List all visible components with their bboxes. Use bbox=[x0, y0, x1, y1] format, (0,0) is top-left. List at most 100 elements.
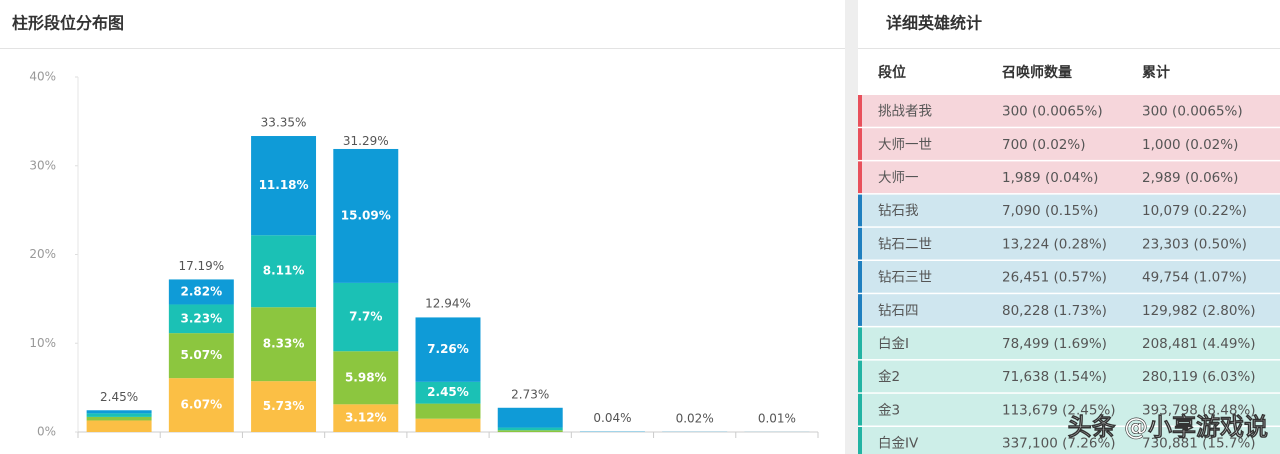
row-accent bbox=[858, 194, 862, 227]
segment-label: 7.7% bbox=[349, 310, 382, 324]
total-label: 12.94% bbox=[425, 297, 471, 311]
bar-segment bbox=[251, 235, 317, 308]
row-bg bbox=[858, 294, 1280, 326]
bar-segment bbox=[86, 416, 152, 421]
cell: 280,119 (6.03%) bbox=[1142, 369, 1256, 385]
bar-segment bbox=[251, 307, 317, 382]
row-accent bbox=[858, 261, 862, 293]
header-cell: 累计 bbox=[1142, 64, 1170, 81]
bar-segment bbox=[333, 404, 399, 432]
panel-title: 柱形段位分布图 bbox=[12, 14, 124, 33]
row-accent bbox=[858, 294, 862, 326]
y-tick-label: 10% bbox=[29, 336, 56, 350]
cell: 钻石三世 bbox=[878, 270, 932, 286]
cell: 钻石四 bbox=[878, 303, 919, 319]
bar-segment bbox=[251, 381, 317, 432]
bar-segment bbox=[86, 413, 152, 417]
segment-label: 6.07% bbox=[181, 398, 223, 412]
segment-label: 5.07% bbox=[181, 348, 223, 362]
total-label: 31.29% bbox=[343, 134, 389, 148]
row-bg bbox=[858, 327, 1280, 360]
cell: 393,798 (8.48%) bbox=[1142, 402, 1256, 418]
cell: 7,090 (0.15%) bbox=[1002, 203, 1098, 219]
cell: 78,499 (1.69%) bbox=[1002, 336, 1107, 352]
cell: 10,079 (0.22%) bbox=[1142, 203, 1247, 219]
cell: 49,754 (1.07%) bbox=[1142, 270, 1247, 286]
bar-segment bbox=[168, 333, 234, 379]
cell: 129,982 (2.80%) bbox=[1142, 303, 1256, 319]
bar-segment bbox=[415, 418, 481, 432]
y-tick-label: 40% bbox=[29, 70, 56, 84]
cell: 700 (0.02%) bbox=[1002, 137, 1085, 153]
bar-segment bbox=[333, 282, 399, 352]
bar-segment bbox=[333, 351, 399, 405]
row-accent bbox=[858, 427, 862, 454]
row-bg bbox=[858, 427, 1280, 454]
row-accent bbox=[858, 393, 862, 426]
cell: 300 (0.0065%) bbox=[1002, 104, 1103, 120]
total-label: 2.45% bbox=[100, 390, 138, 404]
watermark: 头条 @小享游戏说 bbox=[1068, 413, 1268, 441]
segment-label: 7.26% bbox=[427, 342, 469, 356]
cell: 337,100 (7.26%) bbox=[1002, 436, 1116, 452]
bar-segment bbox=[86, 410, 152, 414]
cell: 71,638 (1.54%) bbox=[1002, 369, 1107, 385]
bar-segment bbox=[86, 420, 152, 432]
bar-segment bbox=[497, 430, 563, 432]
cell: 大师一 bbox=[878, 170, 919, 186]
cell: 金3 bbox=[878, 402, 900, 418]
cell: 26,451 (0.57%) bbox=[1002, 270, 1107, 286]
segment-label: 5.73% bbox=[263, 399, 305, 413]
segment-label: 8.11% bbox=[263, 264, 305, 278]
row-bg bbox=[858, 261, 1280, 293]
cell: 2,989 (0.06%) bbox=[1142, 170, 1238, 186]
bar-segment bbox=[497, 407, 563, 428]
cell: 80,228 (1.73%) bbox=[1002, 303, 1107, 319]
cell: 208,481 (4.49%) bbox=[1142, 336, 1256, 352]
y-tick-label: 20% bbox=[29, 247, 56, 261]
total-label: 17.19% bbox=[178, 259, 224, 273]
segment-label: 3.12% bbox=[345, 411, 387, 425]
segment-label: 15.09% bbox=[341, 208, 391, 222]
cell: 1,989 (0.04%) bbox=[1002, 170, 1098, 186]
row-bg bbox=[858, 194, 1280, 227]
total-label: 33.35% bbox=[261, 116, 307, 130]
row-accent bbox=[858, 161, 862, 194]
total-label: 0.01% bbox=[758, 411, 796, 425]
segment-label: 5.98% bbox=[345, 370, 387, 384]
row-bg bbox=[858, 128, 1280, 160]
cell: 大师一世 bbox=[878, 137, 932, 153]
cell: 挑战者我 bbox=[878, 104, 932, 120]
cell: 1,000 (0.02%) bbox=[1142, 137, 1238, 153]
chart: 0% 10% 20% 30% 40% 2.45% 6.07% 5.07% 3.23% 2.82% 1… bbox=[29, 70, 819, 439]
y-tick-label: 0% bbox=[37, 425, 56, 439]
cell: 钻石我 bbox=[878, 203, 919, 219]
row-bg bbox=[858, 227, 1280, 260]
header-cell: 召唤师数量 bbox=[1002, 64, 1072, 81]
bar-segment bbox=[415, 317, 481, 382]
row-bg bbox=[858, 95, 1280, 127]
cell: 钻石二世 bbox=[878, 236, 932, 252]
row-bg bbox=[858, 393, 1280, 426]
cell: 金2 bbox=[878, 369, 900, 385]
row-accent bbox=[858, 128, 862, 160]
bar-segment bbox=[333, 148, 399, 283]
bar-segment bbox=[168, 304, 234, 334]
header-cell: 段位 bbox=[878, 64, 906, 81]
bar-segment bbox=[415, 403, 481, 419]
bar-segment bbox=[251, 136, 317, 236]
panel-title: 详细英雄统计 bbox=[886, 14, 982, 33]
segment-label: 3.23% bbox=[181, 311, 223, 325]
bar-segment bbox=[168, 279, 234, 305]
bar-segment bbox=[168, 378, 234, 432]
cell: 300 (0.0065%) bbox=[1142, 104, 1243, 120]
cell: 113,679 (2.45%) bbox=[1002, 402, 1116, 418]
y-tick-label: 30% bbox=[29, 158, 56, 172]
segment-label: 8.33% bbox=[263, 337, 305, 351]
row-accent bbox=[858, 227, 862, 260]
segment-label: 11.18% bbox=[259, 178, 309, 192]
total-label: 0.04% bbox=[593, 411, 631, 425]
bar-segment bbox=[497, 427, 563, 431]
cell: 13,224 (0.28%) bbox=[1002, 236, 1107, 252]
